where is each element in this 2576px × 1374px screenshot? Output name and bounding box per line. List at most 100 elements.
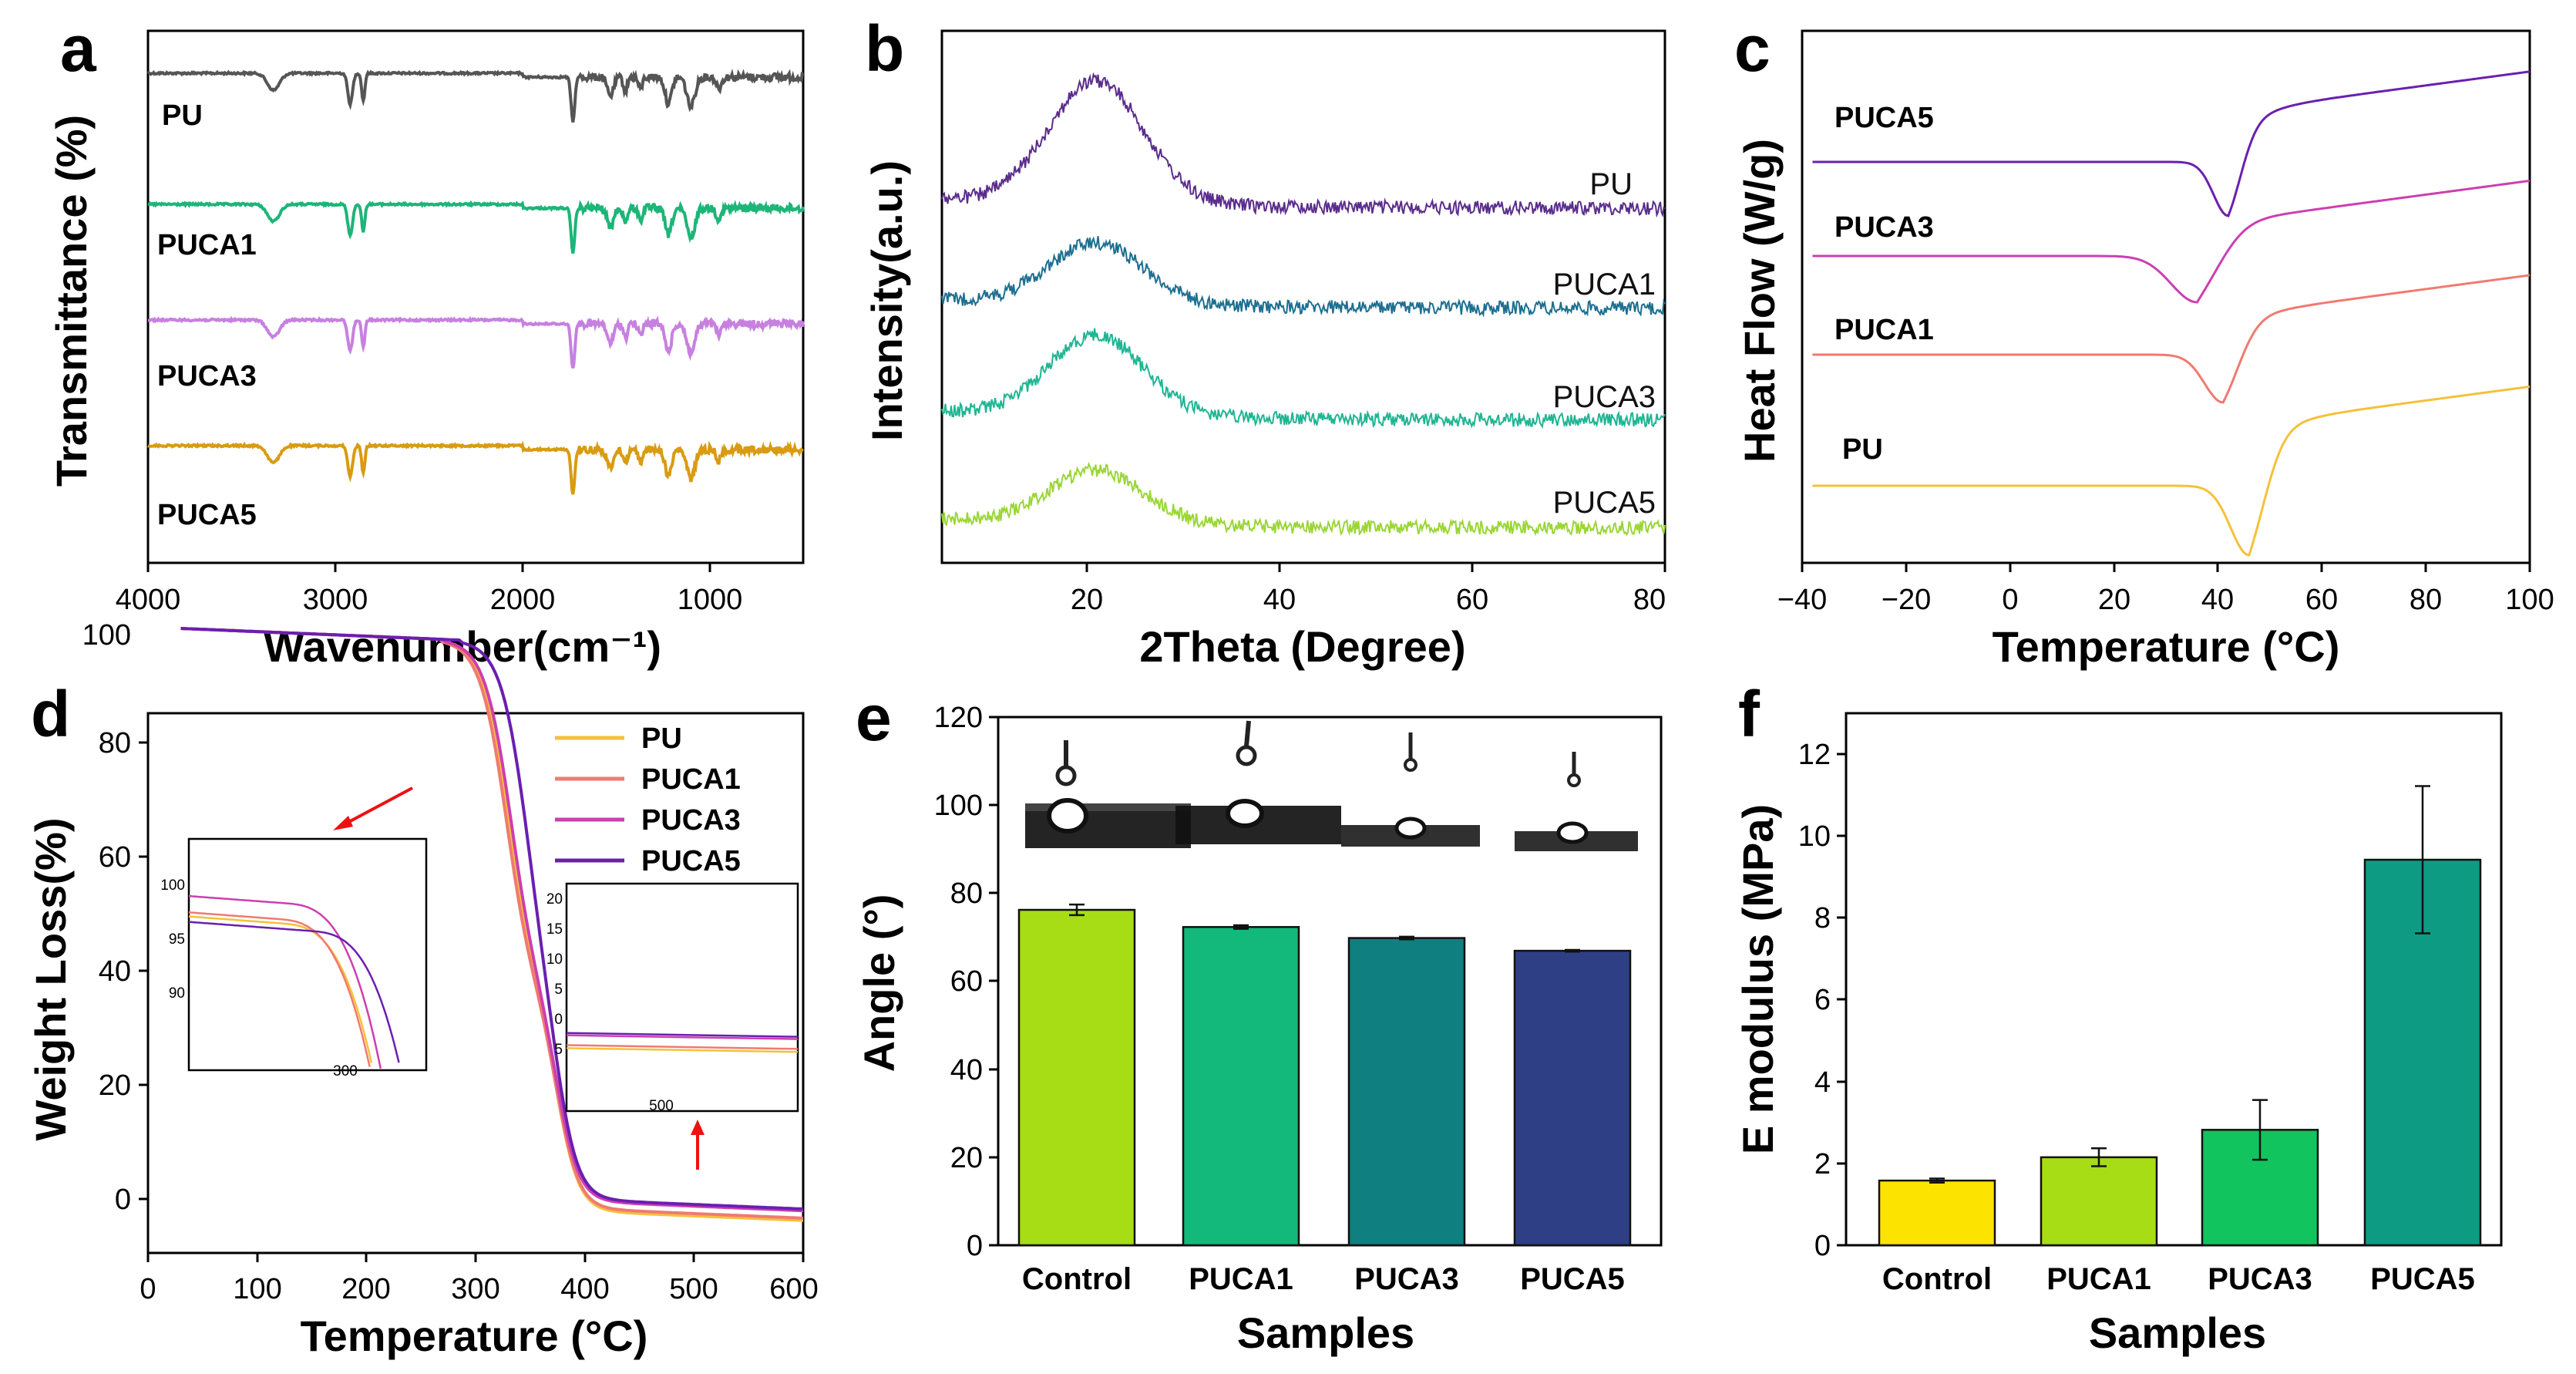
legend-label-pu: PU <box>641 722 682 755</box>
panel-a-xtick-3000: 3000 <box>303 584 368 616</box>
panel-label-a: a <box>60 12 97 85</box>
panel-f-ytick-10: 10 <box>1798 820 1831 853</box>
panel-c-xlabel: Temperature (°C) <box>1993 622 2340 671</box>
panel-f-ytick-2: 2 <box>1814 1148 1831 1180</box>
legend-label-puca1: PUCA1 <box>641 763 741 796</box>
ftir-curve-puca3 <box>147 315 805 369</box>
panel-a-label-puca1: PUCA1 <box>157 229 257 261</box>
panel-d-ytick-40: 40 <box>99 955 131 988</box>
bar-control <box>1017 908 1136 1247</box>
panel-e-xtick-puca5: PUCA5 <box>1520 1262 1625 1296</box>
panel-d-inset-left: 100 95 90 300 <box>160 837 428 1079</box>
legend-label-puca5: PUCA5 <box>641 845 741 877</box>
panel-e-droplet-images <box>1025 720 1638 851</box>
panel-c-xtick-m40: −40 <box>1777 584 1827 616</box>
panel-f-ytick-6: 6 <box>1814 984 1831 1016</box>
panel-f-frame <box>1845 712 2503 1247</box>
panel-label-e: e <box>856 682 892 754</box>
inset-right-curve-puca1 <box>566 1044 799 1050</box>
panel-d-ytick-20: 20 <box>99 1069 131 1102</box>
inset-left-curve-puca1 <box>188 911 371 1067</box>
panel-e-ytick-120: 120 <box>934 702 983 734</box>
inset-right-ytick-15: 15 <box>546 921 563 938</box>
panel-f-xtick-puca5: PUCA5 <box>2370 1262 2475 1296</box>
panel-e-xlabel: Samples <box>1237 1308 1414 1357</box>
inset-right-xtick-500: 500 <box>649 1098 674 1114</box>
panel-f-xtick-puca1: PUCA1 <box>2046 1262 2151 1296</box>
panel-c-dsc-curves <box>1812 70 2531 557</box>
panel-d-inset-left-curves <box>188 894 400 1069</box>
inset-left-ytick-100: 100 <box>160 877 185 894</box>
bar-puca1 <box>2040 1156 2158 1247</box>
panel-d-xtick-300: 300 <box>451 1273 499 1305</box>
bar-control <box>1878 1179 1996 1247</box>
inset-left-ytick-95: 95 <box>169 931 185 948</box>
panel-d-inset-right: 20 15 10 5 0 5 500 <box>546 882 799 1114</box>
panel-b-xtick-60: 60 <box>1456 584 1488 616</box>
panel-a-xtick-2000: 2000 <box>490 584 556 616</box>
panel-a-xtick-1000: 1000 <box>678 584 743 616</box>
panel-label-b: b <box>865 12 904 85</box>
panel-e-yticks: 0 20 40 60 80 100 120 <box>934 702 998 1262</box>
panel-c-label-puca3: PUCA3 <box>1834 211 1934 244</box>
panel-f-xtick-control: Control <box>1882 1262 1992 1296</box>
panel-d-ytick-100: 100 <box>82 619 131 652</box>
panel-label-f: f <box>1738 678 1760 750</box>
legend-label-puca3: PUCA3 <box>641 804 741 837</box>
panel-d-arrow-to-left-inset <box>333 786 413 830</box>
panel-b-xtick-20: 20 <box>1071 584 1103 616</box>
panel-d-yticks: 0 20 40 60 80 100 <box>82 619 148 1216</box>
panel-d-xlabel: Temperature (°C) <box>301 1312 648 1360</box>
panel-f-ytick-8: 8 <box>1814 902 1831 935</box>
droplet-image-control <box>1025 740 1191 848</box>
panel-c-xtick-80: 80 <box>2410 584 2442 616</box>
xrd-curve-puca5 <box>941 461 1666 537</box>
panel-a-label-pu: PU <box>162 99 203 132</box>
dsc-curve-puca3 <box>1812 179 2531 304</box>
panel-b-label-puca3: PUCA3 <box>1553 380 1656 414</box>
panel-e-xtick-puca1: PUCA1 <box>1189 1262 1293 1296</box>
inset-left-ytick-90: 90 <box>169 985 185 1002</box>
panel-e-xtick-puca3: PUCA3 <box>1354 1262 1459 1296</box>
inset-right-ytick-20: 20 <box>546 891 563 908</box>
panel-d-xtick-0: 0 <box>140 1273 156 1305</box>
inset-left-curve-puca5 <box>188 921 400 1063</box>
panel-d: d 0 20 40 60 80 100 0 100 200 <box>26 619 819 1360</box>
panel-a-spectra <box>146 68 805 495</box>
panel-f-ylabel: E modulus (MPa) <box>1734 804 1782 1154</box>
panel-f-ytick-0: 0 <box>1814 1230 1831 1262</box>
ftir-curve-pu <box>146 68 804 123</box>
panel-d-inset-right-curves <box>566 1032 799 1053</box>
panel-d-ytick-80: 80 <box>99 727 131 759</box>
panel-e-ytick-40: 40 <box>950 1054 983 1086</box>
panel-d-xtick-500: 500 <box>669 1273 718 1305</box>
panel-f: f 0 2 4 6 8 10 12 Control PUCA1 PUCA3 PU… <box>1734 678 2503 1357</box>
panel-b-ylabel: Intensity(a.u.) <box>863 160 911 441</box>
panel-b-xticks: 20 40 60 80 <box>1071 563 1666 616</box>
panel-f-ytick-4: 4 <box>1814 1066 1831 1099</box>
panel-d-xtick-100: 100 <box>233 1273 281 1305</box>
tga-curve-puca5 <box>180 627 804 1211</box>
panel-a-xticks: 4000 3000 2000 1000 <box>116 563 743 616</box>
panel-c-label-puca5: PUCA5 <box>1834 102 1934 134</box>
inset-left-curve-puca3 <box>188 894 382 1069</box>
panel-d-ylabel: Weight Loss(%) <box>26 818 75 1141</box>
panel-a: a PU PUCA1 PUCA3 PUCA5 4000 3000 2000 10… <box>47 12 805 671</box>
panel-b-label-pu: PU <box>1589 167 1633 201</box>
panel-d-ytick-60: 60 <box>99 841 131 874</box>
panel-e-ytick-80: 80 <box>950 877 983 910</box>
panel-a-label-puca3: PUCA3 <box>157 360 257 392</box>
ftir-curve-puca1 <box>147 200 805 254</box>
panel-b-label-puca5: PUCA5 <box>1553 486 1656 520</box>
droplet-image-puca1 <box>1175 720 1341 844</box>
panel-c-label-puca1: PUCA1 <box>1834 314 1934 346</box>
dsc-curve-pu <box>1812 385 2531 557</box>
panel-e-ytick-100: 100 <box>934 790 983 822</box>
panel-c-frame <box>1801 29 2531 564</box>
panel-b-label-puca1: PUCA1 <box>1553 268 1656 301</box>
panel-f-bars <box>1878 785 2482 1247</box>
panel-c-xtick-60: 60 <box>2305 584 2338 616</box>
panel-f-ytick-12: 12 <box>1798 739 1831 771</box>
panel-c-ylabel: Heat Flow (W/g) <box>1735 139 1784 463</box>
